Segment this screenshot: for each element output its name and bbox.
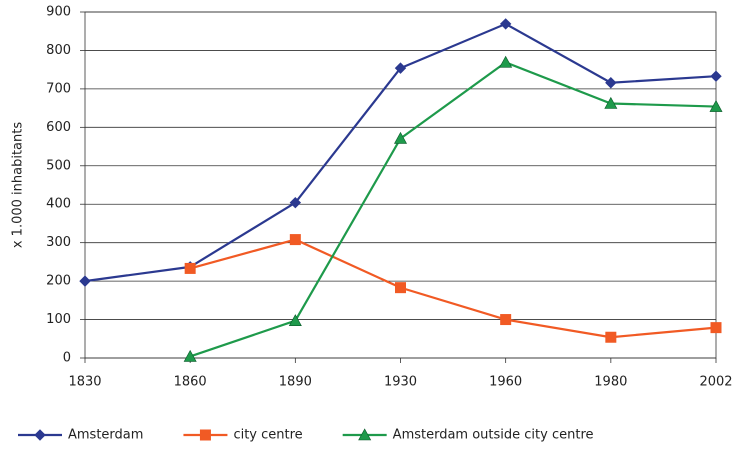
legend-marker xyxy=(358,428,372,441)
data-point xyxy=(500,314,512,326)
data-point xyxy=(605,77,617,89)
data-point xyxy=(710,70,722,82)
y-tick-label: 500 xyxy=(46,158,71,173)
data-point xyxy=(393,131,408,144)
y-tick-label: 700 xyxy=(46,81,71,96)
y-axis-label: x 1.000 inhabitants xyxy=(11,122,26,248)
x-tick-label: 1930 xyxy=(384,375,417,390)
data-point xyxy=(604,96,618,109)
data-point xyxy=(289,196,302,209)
x-tick-label: 2002 xyxy=(699,375,732,390)
y-tick-label: 800 xyxy=(46,43,71,58)
x-tick-label: 1960 xyxy=(489,375,522,390)
series-line xyxy=(189,61,717,358)
data-point xyxy=(395,282,406,294)
y-tick-label: 900 xyxy=(46,5,71,20)
x-tick-label: 1860 xyxy=(174,375,207,390)
y-tick-label: 600 xyxy=(46,120,71,135)
y-tick-label: 100 xyxy=(46,312,71,327)
data-point xyxy=(499,55,513,68)
data-point xyxy=(710,322,722,334)
data-point xyxy=(288,314,302,327)
x-tick-label: 1830 xyxy=(68,375,101,390)
legend-label: city centre xyxy=(233,428,302,443)
data-point xyxy=(184,262,196,274)
data-point xyxy=(605,331,617,343)
y-tick-label: 0 xyxy=(63,351,71,366)
series-line xyxy=(189,238,717,339)
legend-marker xyxy=(199,429,211,441)
legend-marker xyxy=(34,429,46,441)
legend-label: Amsterdam xyxy=(68,428,143,443)
x-tick-label: 1890 xyxy=(279,375,312,390)
y-tick-label: 400 xyxy=(46,197,71,212)
x-tick-label: 1980 xyxy=(594,375,627,390)
legend-label: Amsterdam outside city centre xyxy=(393,428,594,443)
data-point xyxy=(183,349,197,362)
data-point xyxy=(499,18,512,30)
y-tick-label: 200 xyxy=(46,274,71,289)
data-point xyxy=(394,62,407,74)
data-point xyxy=(289,234,301,246)
y-tick-label: 300 xyxy=(46,235,71,250)
data-point xyxy=(79,275,91,287)
data-point xyxy=(709,99,723,112)
